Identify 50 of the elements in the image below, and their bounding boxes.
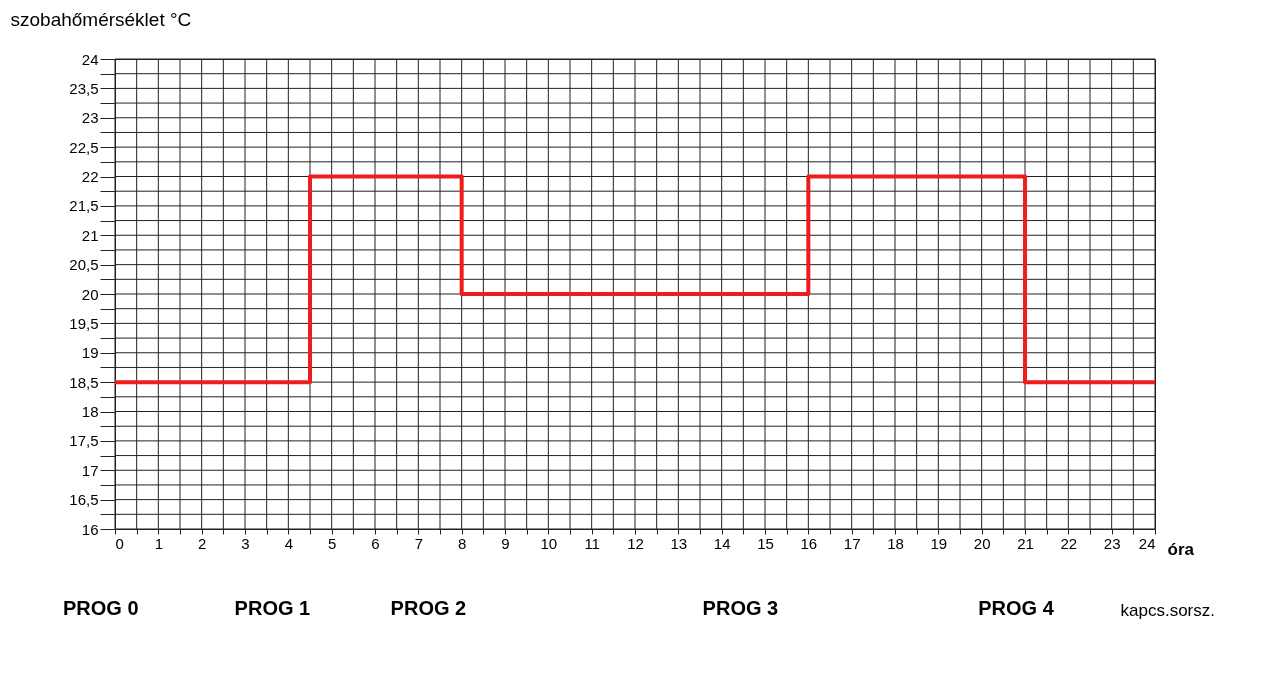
x-tick-label: 6 <box>371 534 380 552</box>
x-tick-label: 16 <box>800 534 818 552</box>
y-tick-label: 16 <box>81 520 99 538</box>
x-tick-label: 15 <box>757 534 774 552</box>
y-tick-label: 22,5 <box>69 138 99 156</box>
x-tick-label: 2 <box>197 534 207 552</box>
text: PROG 0 <box>63 597 139 619</box>
x-tick-label: 9 <box>501 534 510 552</box>
y-tick-label: 23 <box>81 109 99 127</box>
text: kapcs.sorsz. <box>1120 601 1215 620</box>
x-axis-title: óra <box>1167 539 1195 559</box>
text: PROG 3 <box>702 597 779 619</box>
x-tick-label: 5 <box>327 534 337 552</box>
y-tick-label: 18 <box>81 403 99 420</box>
x-tick-label: 24 <box>1138 534 1156 552</box>
x-tick-label: 0 <box>115 534 124 552</box>
y-tick-label: 18,5 <box>69 373 99 391</box>
x-tick-label: 22 <box>1060 534 1078 552</box>
x-tick-label: 12 <box>627 534 644 552</box>
x-tick-label: 19 <box>930 534 948 552</box>
y-tick-label: 21 <box>81 226 99 244</box>
x-tick-label: 10 <box>540 534 558 552</box>
x-tick-label: 23 <box>1103 534 1121 552</box>
y-tick-label: 23,5 <box>69 79 99 97</box>
y-axis-title: szobahőmérséklet °C <box>10 8 192 30</box>
y-tick-label: 20,5 <box>69 256 99 274</box>
y-tick-label: 17,5 <box>69 432 99 450</box>
x-tick-label: 13 <box>670 534 688 552</box>
x-tick-label: 4 <box>284 534 294 552</box>
x-tick-label: 8 <box>457 534 467 552</box>
x-tick-label: 18 <box>887 534 904 552</box>
y-tick-label: 17 <box>81 461 99 479</box>
y-tick-label: 19,5 <box>69 314 99 332</box>
y-tick-label: 22 <box>81 168 99 185</box>
x-tick-label: 3 <box>241 534 250 552</box>
text: PROG 2 <box>390 597 467 619</box>
x-tick-label: 21 <box>1017 534 1034 552</box>
text: PROG 4 <box>978 597 1055 619</box>
x-tick-label: 1 <box>154 534 164 552</box>
y-tick-label: 19 <box>81 344 99 362</box>
y-tick-label: 21,5 <box>69 197 99 215</box>
x-tick-label: 11 <box>584 534 600 552</box>
x-tick-label: 14 <box>713 534 731 552</box>
y-tick-label: 16,5 <box>69 491 99 509</box>
x-tick-label: 7 <box>414 534 424 552</box>
x-tick-label: 20 <box>973 534 991 552</box>
text: PROG 1 <box>234 597 311 619</box>
y-tick-label: 20 <box>81 285 99 303</box>
y-tick-label: 24 <box>81 50 99 68</box>
x-tick-label: 17 <box>843 534 861 552</box>
